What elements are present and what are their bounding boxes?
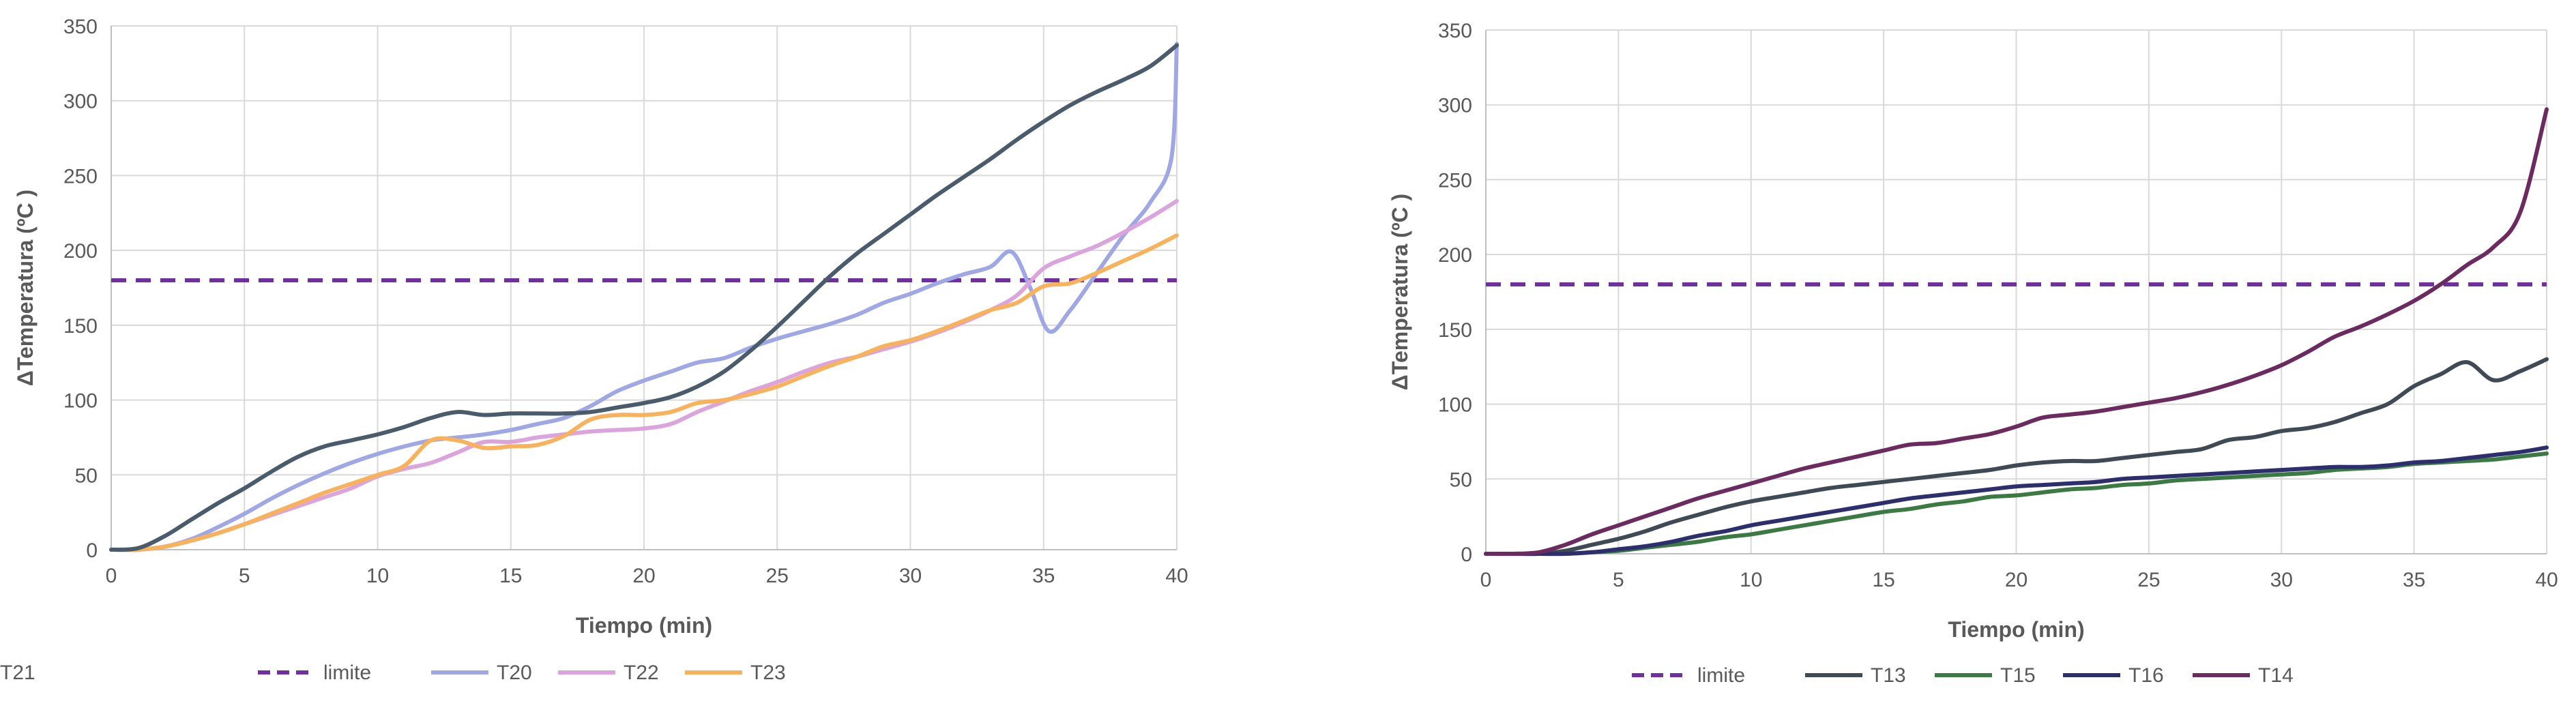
right-x-tick-label: 25 bbox=[2137, 569, 2160, 591]
right-x-tick-label: 0 bbox=[1480, 569, 1492, 591]
chart-right: 0 50 100 150 200 250 300 350 0 5 10 15 20 25 30 35 40 Tie… bbox=[1388, 20, 2558, 687]
right-x-tick-label: 35 bbox=[2403, 569, 2425, 591]
left-legend-label-t22: T22 bbox=[624, 662, 659, 684]
right-series-line-t13 bbox=[1484, 357, 2549, 557]
right-legend-label-t13: T13 bbox=[1871, 664, 1906, 687]
left-legend-label-t23: T23 bbox=[750, 662, 786, 684]
right-y-tick-label: 200 bbox=[1438, 244, 1472, 267]
left-y-tick-label: 100 bbox=[63, 390, 98, 413]
left-y-tick-label: 250 bbox=[63, 165, 98, 188]
left-y-tick-label: 300 bbox=[63, 91, 98, 113]
right-y-tick-label: 250 bbox=[1438, 169, 1472, 192]
right-legend-label-t15: T15 bbox=[2000, 664, 2036, 687]
right-x-tick-label: 10 bbox=[1740, 569, 1762, 591]
right-y-tick-label: 50 bbox=[1450, 469, 1472, 491]
right-x-tick-label: 5 bbox=[1613, 569, 1624, 591]
chart-left: 0 50 100 150 200 250 300 350 0 5 10 15 20 25 30 35 40 Tie… bbox=[0, 16, 1188, 684]
left-legend-label-t21: T21 bbox=[0, 662, 35, 684]
right-x-axis-title: Tiempo (min) bbox=[1948, 617, 2084, 642]
left-legend-label-t20: T20 bbox=[497, 662, 532, 684]
left-x-tick-label: 5 bbox=[239, 565, 250, 587]
right-legend-label-t14: T14 bbox=[2258, 664, 2294, 687]
right-legend-label-t16: T16 bbox=[2128, 664, 2164, 687]
left-x-tick-label: 20 bbox=[632, 565, 655, 587]
right-y-tick-label: 350 bbox=[1438, 20, 1472, 42]
left-x-tick-label: 30 bbox=[899, 565, 922, 587]
left-x-tick-label: 15 bbox=[499, 565, 522, 587]
right-series-line-t16 bbox=[1484, 445, 2549, 557]
right-x-tick-label: 15 bbox=[1872, 569, 1894, 591]
left-y-tick-label: 200 bbox=[63, 240, 98, 263]
left-series-line-t20 bbox=[109, 42, 1179, 552]
right-x-tick-label: 30 bbox=[2270, 569, 2293, 591]
left-series-line-t23 bbox=[109, 233, 1179, 552]
left-series-line-t21 bbox=[109, 43, 1179, 552]
left-y-tick-label: 350 bbox=[63, 16, 98, 38]
left-x-tick-label: 35 bbox=[1032, 565, 1055, 587]
left-y-axis-title: ΔTemperatura (ºC ) bbox=[13, 190, 38, 386]
right-y-tick-label: 150 bbox=[1438, 319, 1472, 342]
left-x-tick-label: 25 bbox=[766, 565, 789, 587]
left-legend-label-limite: limite bbox=[323, 662, 371, 684]
left-x-tick-label: 0 bbox=[106, 565, 117, 587]
left-x-axis-title: Tiempo (min) bbox=[576, 613, 712, 638]
right-y-tick-label: 300 bbox=[1438, 95, 1472, 117]
right-legend-label-limite: limite bbox=[1697, 664, 1745, 687]
left-x-tick-label: 10 bbox=[366, 565, 389, 587]
left-y-tick-label: 150 bbox=[63, 315, 98, 338]
right-y-tick-label: 100 bbox=[1438, 394, 1472, 417]
left-x-tick-label: 40 bbox=[1165, 565, 1188, 587]
right-y-tick-label: 0 bbox=[1461, 544, 1472, 566]
right-series-line-t14 bbox=[1484, 107, 2549, 557]
right-y-axis-title: ΔTemperatura (ºC ) bbox=[1388, 194, 1412, 390]
left-y-tick-label: 50 bbox=[75, 464, 98, 487]
right-x-tick-label: 20 bbox=[2005, 569, 2028, 591]
right-x-tick-label: 40 bbox=[2535, 569, 2558, 591]
left-y-tick-label: 0 bbox=[86, 539, 98, 562]
